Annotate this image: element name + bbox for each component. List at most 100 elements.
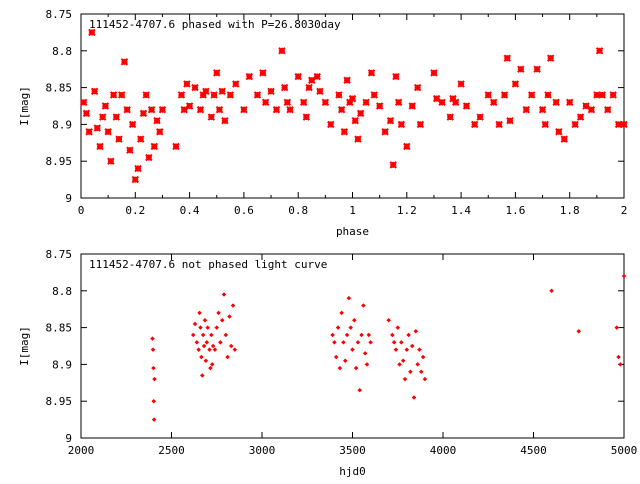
- x-tick-label: 1.4: [451, 204, 471, 217]
- data-point: [207, 113, 216, 121]
- data-point: [330, 332, 335, 338]
- data-point: [85, 128, 93, 136]
- x-tick-label: 1.8: [560, 204, 580, 217]
- data-point: [196, 105, 205, 114]
- data-point: [212, 347, 218, 353]
- x-tick-label: 3000: [249, 444, 276, 457]
- data-point: [370, 91, 378, 99]
- data-point: [137, 135, 145, 143]
- data-point: [208, 365, 213, 371]
- x-axis-label: phase: [336, 225, 369, 238]
- data-point: [357, 387, 363, 393]
- data-point: [209, 362, 215, 367]
- data-point: [101, 102, 110, 110]
- data-point: [555, 128, 563, 136]
- data-point: [112, 113, 121, 121]
- data-point: [362, 98, 370, 107]
- data-point: [201, 343, 207, 349]
- data-point: [218, 87, 226, 95]
- y-axis-label: I[mag]: [18, 86, 31, 126]
- data-point: [150, 347, 156, 353]
- data-point: [120, 58, 129, 66]
- data-point: [346, 98, 354, 107]
- data-point: [560, 135, 568, 143]
- data-point: [104, 128, 112, 136]
- data-point: [527, 91, 536, 99]
- x-tick-label: 3500: [339, 444, 366, 457]
- data-point: [207, 347, 212, 353]
- y-tick-label: 8.75: [46, 248, 73, 261]
- data-point: [418, 369, 424, 375]
- data-point: [339, 310, 344, 316]
- data-point: [386, 117, 395, 125]
- data-point: [172, 142, 180, 151]
- data-point: [313, 72, 321, 81]
- data-point: [341, 339, 346, 345]
- data-point: [582, 102, 590, 110]
- data-point: [226, 91, 235, 99]
- data-point: [609, 91, 617, 99]
- data-point: [227, 314, 232, 319]
- data-point: [366, 332, 372, 338]
- data-point: [593, 91, 601, 99]
- data-point: [549, 288, 554, 294]
- data-point: [123, 105, 131, 114]
- data-point: [335, 91, 343, 99]
- data-point: [93, 124, 101, 132]
- data-point: [151, 365, 156, 371]
- y-tick-label: 8.95: [46, 395, 73, 408]
- x-tick-label: 2500: [158, 444, 185, 457]
- data-point: [420, 354, 426, 360]
- data-point: [340, 128, 349, 136]
- data-point: [139, 109, 148, 118]
- data-point: [495, 120, 503, 129]
- data-point: [598, 91, 606, 99]
- data-point: [213, 69, 221, 77]
- data-point: [393, 347, 399, 353]
- data-point: [286, 105, 294, 114]
- data-point: [367, 69, 376, 77]
- x-tick-label: 0.2: [125, 204, 145, 217]
- data-point: [131, 175, 140, 184]
- data-point: [152, 376, 157, 382]
- data-point: [156, 128, 164, 136]
- data-point: [221, 292, 227, 297]
- data-point: [368, 339, 373, 345]
- data-point: [476, 113, 484, 121]
- data-point: [198, 325, 203, 330]
- plot-frame: [80, 253, 625, 439]
- data-point: [177, 91, 186, 99]
- data-point: [348, 94, 357, 103]
- data-point: [126, 146, 134, 154]
- data-point: [197, 310, 202, 316]
- data-point: [391, 339, 397, 345]
- data-point: [142, 91, 150, 99]
- data-point: [451, 98, 460, 107]
- data-point: [240, 105, 248, 114]
- data-point: [210, 343, 216, 349]
- data-point: [219, 317, 225, 323]
- data-point: [196, 347, 202, 353]
- data-point: [232, 80, 240, 88]
- data-point: [90, 87, 99, 95]
- data-point: [406, 332, 411, 338]
- data-point: [533, 65, 541, 73]
- data-point: [151, 398, 157, 404]
- data-point: [191, 83, 199, 92]
- data-point: [446, 113, 454, 121]
- data-point: [511, 80, 520, 88]
- data-point: [203, 358, 209, 364]
- data-point: [335, 325, 341, 330]
- data-point: [82, 109, 91, 118]
- plot-annotation: 111452-4707.6 phased with P=26.8030day: [89, 18, 341, 31]
- x-tick-label: 0: [78, 204, 85, 217]
- data-point: [389, 332, 395, 338]
- data-point: [150, 336, 155, 341]
- y-tick-label: 8.75: [46, 8, 73, 21]
- data-point: [413, 83, 422, 92]
- data-point: [280, 83, 289, 92]
- data-point: [344, 332, 350, 338]
- data-point: [202, 317, 208, 323]
- data-point: [438, 98, 446, 107]
- x-tick-label: 2: [621, 204, 628, 217]
